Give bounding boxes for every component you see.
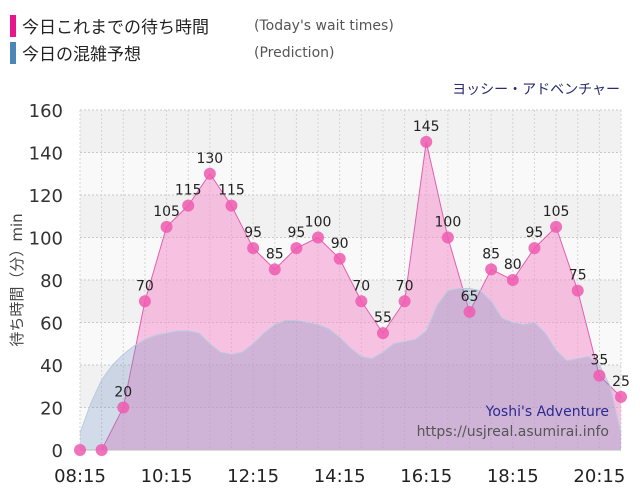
data-label: 105 (543, 204, 570, 220)
data-point (117, 401, 130, 414)
data-label: 105 (153, 204, 180, 220)
legend: 今日これまでの待ち時間 (Today's wait times) 今日の混雑予想… (10, 12, 394, 66)
attraction-name: ヨッシー・アドベンチャー (452, 82, 620, 98)
data-point (615, 390, 627, 403)
data-point (182, 199, 195, 212)
data-label: 65 (461, 289, 479, 305)
data-marks: 2070105115130115958595100907055701451006… (74, 119, 630, 456)
legend-note-actual: (Today's wait times) (254, 17, 394, 34)
legend-label-actual: 今日これまでの待ち時間 (22, 18, 209, 38)
data-label: 55 (374, 310, 392, 326)
data-point (247, 242, 260, 255)
y-tick-label: 140 (29, 144, 63, 165)
data-point (268, 263, 281, 276)
data-label: 25 (612, 374, 630, 390)
data-point (420, 135, 433, 148)
y-tick-label: 60 (40, 314, 63, 335)
data-point (138, 295, 151, 308)
data-label: 95 (287, 225, 305, 241)
actual-area (80, 141, 621, 450)
data-label: 100 (305, 215, 332, 231)
legend-item-prediction: 今日の混雑予想 (Prediction) (10, 39, 394, 66)
legend-item-actual: 今日これまでの待ち時間 (Today's wait times) (10, 12, 394, 39)
x-tick-label: 18:15 (487, 466, 539, 487)
data-label: 85 (482, 246, 500, 262)
x-tick-label: 20:15 (573, 466, 625, 487)
data-label: 20 (114, 385, 132, 401)
data-label: 35 (590, 353, 608, 369)
y-tick-label: 160 (29, 101, 63, 122)
data-label: 85 (266, 246, 284, 262)
data-label: 70 (352, 278, 370, 294)
series-areas (79, 141, 622, 451)
grid-band (80, 110, 621, 153)
data-label: 70 (396, 278, 414, 294)
watermark-url: https://usjreal.asumirai.info (417, 424, 609, 440)
data-point (593, 369, 606, 382)
data-point (203, 167, 216, 180)
data-point (485, 263, 498, 276)
data-point (463, 305, 476, 318)
data-label: 80 (504, 257, 522, 273)
watermark-name: Yoshi's Adventure (485, 404, 609, 420)
data-point (355, 295, 368, 308)
data-label: 130 (196, 151, 223, 167)
data-point (550, 220, 563, 233)
data-point (571, 284, 584, 297)
data-point (376, 327, 389, 340)
x-tick-label: 14:15 (314, 466, 366, 487)
x-tick-label: 10:15 (141, 466, 193, 487)
y-axis-label: 待ち時間（分）min (8, 213, 26, 346)
x-tick-label: 12:15 (227, 466, 279, 487)
data-label: 90 (331, 236, 349, 252)
data-point (225, 199, 238, 212)
legend-label-prediction: 今日の混雑予想 (22, 45, 141, 65)
data-label: 70 (136, 278, 154, 294)
prediction-area (80, 288, 621, 450)
data-point (74, 444, 86, 456)
prediction-line (79, 288, 622, 434)
y-tick-label: 20 (40, 399, 63, 420)
x-tick-label: 16:15 (400, 466, 452, 487)
data-label: 100 (435, 215, 462, 231)
data-point (506, 274, 519, 286)
data-point (160, 220, 173, 233)
data-point (312, 231, 325, 244)
data-label: 75 (569, 268, 587, 284)
data-label: 95 (526, 225, 544, 241)
data-point (290, 242, 303, 255)
y-tick-label: 100 (29, 229, 63, 250)
grid-band (80, 152, 621, 195)
y-tick-label: 80 (40, 271, 63, 292)
axes: 0 20 40 60 80 100 120 140 160 08:15 10:15 12:15 14:1… (8, 101, 625, 487)
data-point (95, 444, 108, 456)
data-label: 115 (218, 183, 245, 199)
x-tick-label: 08:15 (54, 466, 106, 487)
y-tick-label: 120 (29, 186, 63, 207)
data-point (441, 231, 454, 244)
data-label: 95 (244, 225, 262, 241)
legend-swatch-actual (10, 14, 16, 37)
legend-swatch-prediction (10, 41, 16, 64)
data-point (333, 252, 346, 265)
data-point (398, 295, 411, 308)
data-label: 145 (413, 119, 440, 135)
data-label: 115 (175, 183, 202, 199)
data-point (528, 242, 541, 255)
y-tick-label: 0 (52, 441, 63, 462)
legend-note-prediction: (Prediction) (254, 44, 335, 61)
y-tick-label: 40 (40, 356, 63, 377)
